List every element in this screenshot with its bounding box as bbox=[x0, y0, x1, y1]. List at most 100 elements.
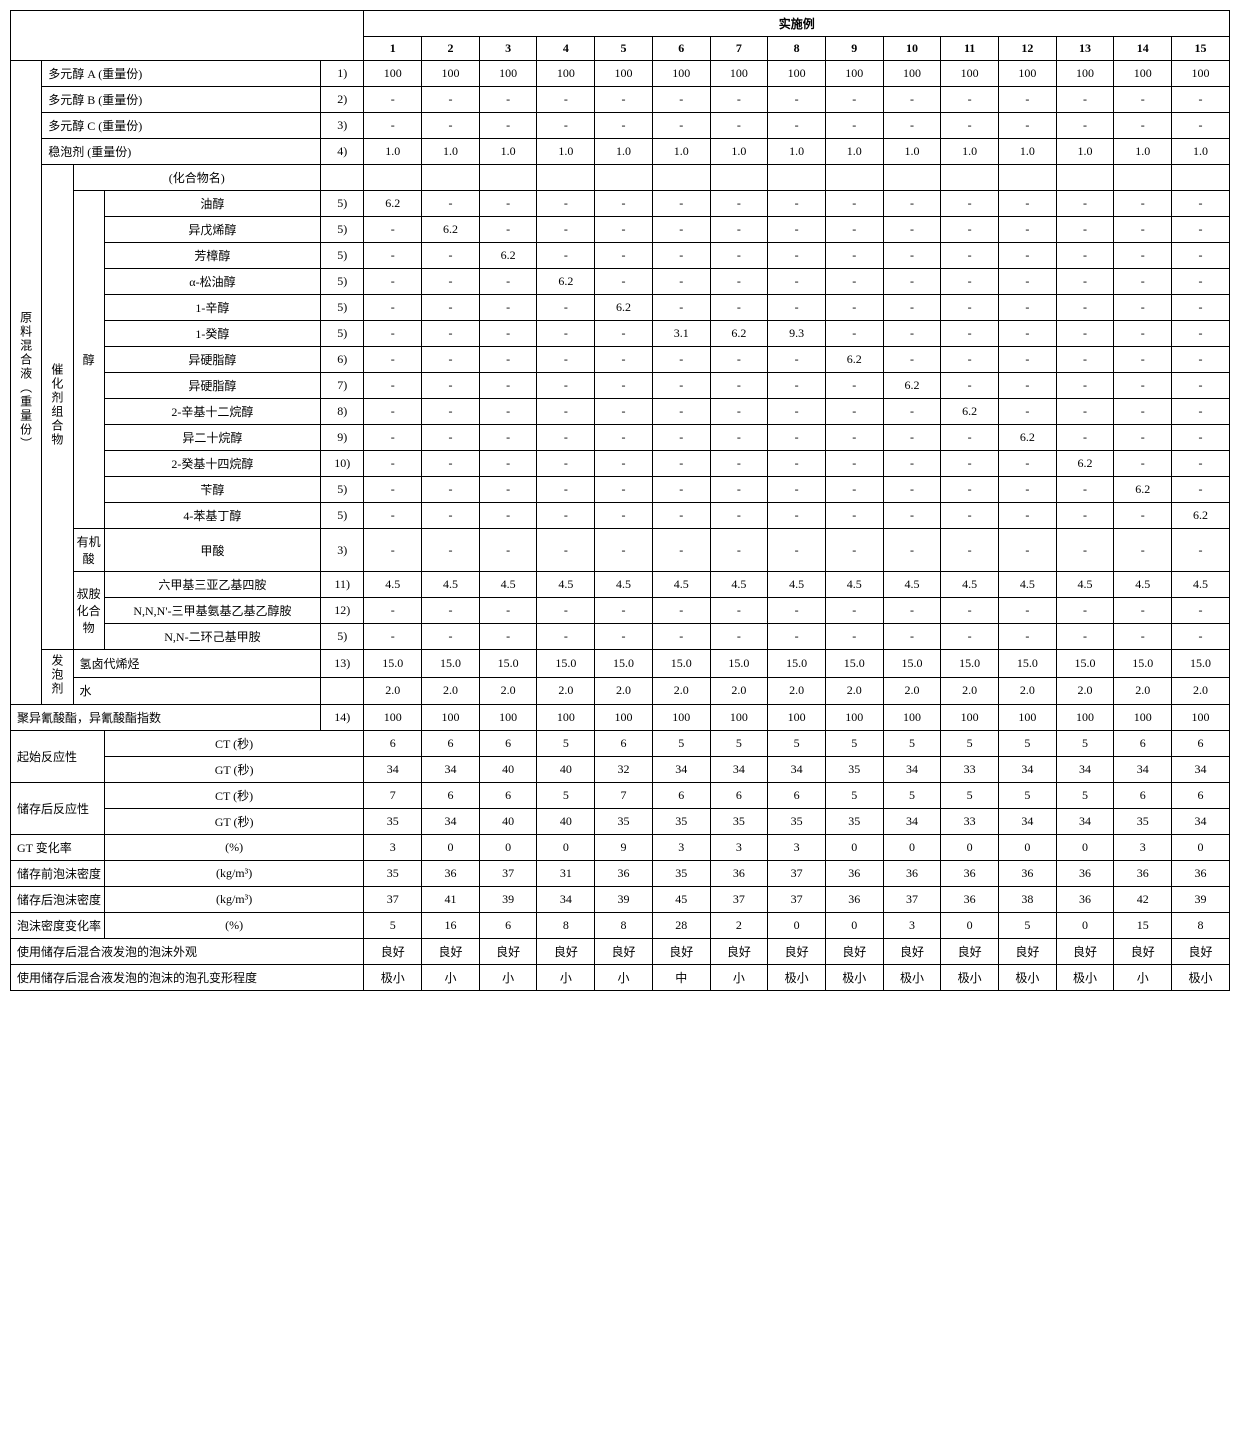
note-cell: 4) bbox=[321, 139, 364, 165]
data-cell: - bbox=[998, 529, 1056, 572]
data-cell: - bbox=[710, 425, 768, 451]
data-cell: 小 bbox=[479, 965, 537, 991]
data-cell: - bbox=[1056, 503, 1114, 529]
data-cell: - bbox=[422, 425, 480, 451]
data-cell: 极小 bbox=[768, 965, 826, 991]
data-cell: 16 bbox=[422, 913, 480, 939]
data-cell: - bbox=[1056, 295, 1114, 321]
data-cell: - bbox=[998, 295, 1056, 321]
data-cell: - bbox=[364, 477, 422, 503]
data-cell: 1.0 bbox=[652, 139, 710, 165]
data-cell: - bbox=[652, 373, 710, 399]
data-cell: 15.0 bbox=[941, 650, 999, 678]
data-cell: - bbox=[710, 269, 768, 295]
data-cell: 6.2 bbox=[595, 295, 653, 321]
data-cell: 36 bbox=[941, 887, 999, 913]
data-cell: 45 bbox=[652, 887, 710, 913]
data-cell: 3 bbox=[364, 835, 422, 861]
data-cell: - bbox=[825, 503, 883, 529]
data-cell: 4.5 bbox=[422, 572, 480, 598]
data-cell: 34 bbox=[998, 809, 1056, 835]
data-cell: - bbox=[998, 321, 1056, 347]
data-cell: 良好 bbox=[595, 939, 653, 965]
data-cell: - bbox=[941, 529, 999, 572]
data-cell: - bbox=[1172, 425, 1230, 451]
data-cell: 良好 bbox=[364, 939, 422, 965]
col-header: 14 bbox=[1114, 37, 1172, 61]
data-cell: 40 bbox=[479, 757, 537, 783]
data-cell: - bbox=[825, 191, 883, 217]
data-cell: - bbox=[652, 191, 710, 217]
data-cell: - bbox=[595, 217, 653, 243]
row-label: 油醇 bbox=[104, 191, 320, 217]
data-cell: - bbox=[998, 598, 1056, 624]
data-cell: 良好 bbox=[537, 939, 595, 965]
data-cell: - bbox=[364, 451, 422, 477]
data-cell: - bbox=[883, 598, 941, 624]
data-cell: 35 bbox=[595, 809, 653, 835]
data-cell: - bbox=[537, 529, 595, 572]
data-cell: - bbox=[595, 529, 653, 572]
data-cell: - bbox=[710, 503, 768, 529]
data-cell: - bbox=[652, 295, 710, 321]
data-cell: 极小 bbox=[1172, 965, 1230, 991]
data-cell: - bbox=[1056, 347, 1114, 373]
data-cell: 极小 bbox=[364, 965, 422, 991]
data-cell: 1.0 bbox=[422, 139, 480, 165]
data-cell: 35 bbox=[768, 809, 826, 835]
data-cell: - bbox=[364, 598, 422, 624]
data-cell: - bbox=[941, 191, 999, 217]
data-cell: - bbox=[883, 191, 941, 217]
data-cell: 8 bbox=[1172, 913, 1230, 939]
data-cell: 2.0 bbox=[1114, 677, 1172, 705]
row-label: CT (秒) bbox=[104, 783, 364, 809]
data-cell: - bbox=[479, 503, 537, 529]
data-cell: - bbox=[537, 399, 595, 425]
col-header: 1 bbox=[364, 37, 422, 61]
data-cell: - bbox=[998, 243, 1056, 269]
data-cell: 40 bbox=[537, 809, 595, 835]
data-cell: 39 bbox=[1172, 887, 1230, 913]
row-label: N,N-二环己基甲胺 bbox=[104, 624, 320, 650]
data-cell: - bbox=[1114, 87, 1172, 113]
data-cell: - bbox=[883, 87, 941, 113]
data-cell: - bbox=[883, 113, 941, 139]
data-cell: - bbox=[1056, 113, 1114, 139]
data-cell: 3 bbox=[710, 835, 768, 861]
data-cell: - bbox=[1114, 598, 1172, 624]
data-cell: 1.0 bbox=[1056, 139, 1114, 165]
note-cell: 5) bbox=[321, 503, 364, 529]
data-cell: - bbox=[1114, 217, 1172, 243]
data-cell: - bbox=[941, 624, 999, 650]
data-cell: - bbox=[422, 373, 480, 399]
data-cell: - bbox=[595, 399, 653, 425]
data-cell: 良好 bbox=[825, 939, 883, 965]
data-cell: 39 bbox=[479, 887, 537, 913]
row-label: 芳樟醇 bbox=[104, 243, 320, 269]
data-cell: 100 bbox=[1114, 705, 1172, 731]
data-cell: - bbox=[479, 321, 537, 347]
data-cell: 37 bbox=[479, 861, 537, 887]
data-cell: 4.5 bbox=[1114, 572, 1172, 598]
data-cell: - bbox=[1172, 321, 1230, 347]
data-cell: - bbox=[364, 399, 422, 425]
data-cell: - bbox=[479, 191, 537, 217]
data-cell: - bbox=[595, 425, 653, 451]
data-cell: - bbox=[825, 321, 883, 347]
data-cell bbox=[652, 165, 710, 191]
data-cell: - bbox=[883, 451, 941, 477]
data-cell bbox=[998, 165, 1056, 191]
data-cell: - bbox=[595, 243, 653, 269]
data-cell: 5 bbox=[998, 731, 1056, 757]
data-cell: 小 bbox=[1114, 965, 1172, 991]
row-label: 水 bbox=[73, 677, 321, 705]
data-cell: - bbox=[998, 503, 1056, 529]
data-cell: - bbox=[710, 477, 768, 503]
col-header: 7 bbox=[710, 37, 768, 61]
data-cell: 36 bbox=[883, 861, 941, 887]
data-cell: - bbox=[941, 425, 999, 451]
data-cell: - bbox=[825, 451, 883, 477]
data-cell: 34 bbox=[1056, 757, 1114, 783]
data-cell: - bbox=[1056, 425, 1114, 451]
data-cell: 100 bbox=[710, 705, 768, 731]
